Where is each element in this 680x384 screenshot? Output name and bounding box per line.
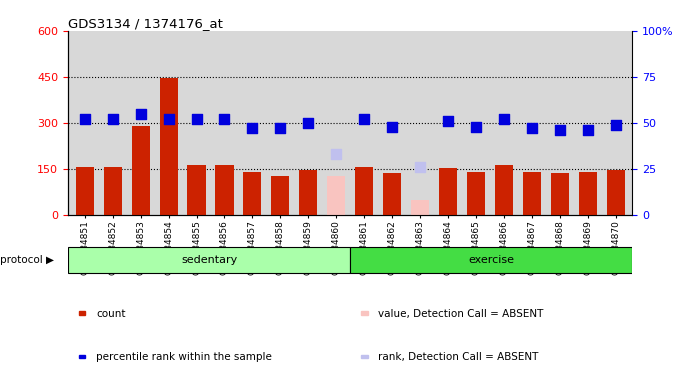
Point — [582, 127, 593, 133]
Point — [135, 111, 146, 117]
Bar — [68, 247, 350, 273]
Point — [247, 125, 258, 131]
Bar — [131, 126, 150, 215]
Point — [275, 125, 286, 131]
Bar — [467, 172, 485, 215]
Bar — [411, 200, 429, 215]
Bar — [188, 165, 205, 215]
Point — [107, 116, 118, 122]
Bar — [495, 165, 513, 215]
Bar — [80, 355, 86, 358]
Bar — [523, 172, 541, 215]
Point — [498, 116, 509, 122]
Text: exercise: exercise — [469, 255, 514, 265]
Bar — [362, 355, 368, 358]
Bar — [355, 167, 373, 215]
Point — [471, 124, 481, 130]
Point — [387, 124, 398, 130]
Bar — [439, 168, 457, 215]
Text: GDS3134 / 1374176_at: GDS3134 / 1374176_at — [68, 17, 223, 30]
Bar — [103, 167, 122, 215]
Point — [554, 127, 565, 133]
Bar — [607, 170, 625, 215]
Text: value, Detection Call = ABSENT: value, Detection Call = ABSENT — [378, 309, 544, 319]
Point — [526, 125, 537, 131]
Text: count: count — [97, 309, 126, 319]
Bar — [271, 176, 290, 215]
Text: sedentary: sedentary — [181, 255, 237, 265]
Point — [443, 118, 454, 124]
Bar — [362, 311, 368, 314]
Text: percentile rank within the sample: percentile rank within the sample — [97, 352, 272, 362]
Point — [359, 116, 370, 122]
Bar — [216, 165, 233, 215]
Bar — [551, 173, 569, 215]
Bar — [243, 172, 262, 215]
Text: rank, Detection Call = ABSENT: rank, Detection Call = ABSENT — [378, 352, 539, 362]
Bar — [160, 78, 177, 215]
Point — [303, 120, 313, 126]
Point — [163, 116, 174, 122]
Point — [610, 122, 621, 128]
Bar — [350, 247, 632, 273]
Bar — [383, 173, 401, 215]
Point — [415, 164, 426, 170]
Point — [80, 116, 90, 122]
Point — [330, 151, 341, 157]
Point — [191, 116, 202, 122]
Bar — [327, 176, 345, 215]
Bar — [80, 311, 86, 314]
Text: protocol ▶: protocol ▶ — [0, 255, 54, 265]
Bar — [579, 172, 597, 215]
Point — [219, 116, 230, 122]
Bar — [299, 170, 318, 215]
Bar — [75, 167, 94, 215]
